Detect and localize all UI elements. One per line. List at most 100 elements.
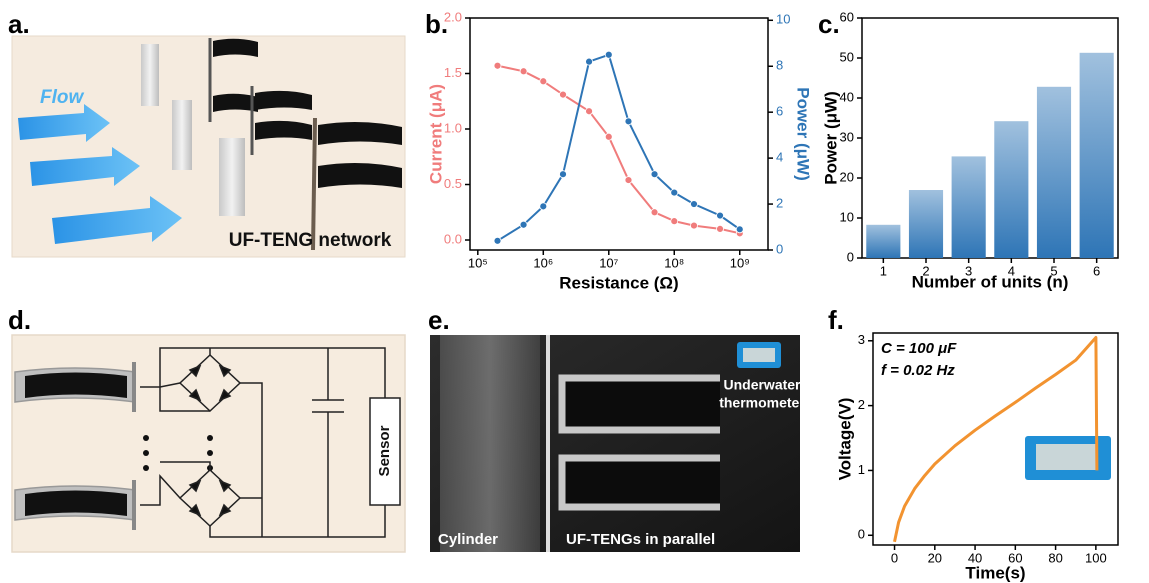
marker (540, 203, 547, 210)
x-tick-label: 100 (1085, 550, 1107, 565)
annotation: Underwater (723, 377, 801, 393)
x-tick-label: 10⁹ (730, 255, 750, 270)
x-tick-label: 20 (928, 550, 942, 565)
x-tick-label: 10⁶ (533, 255, 553, 270)
y2-tick-label: 8 (776, 58, 783, 73)
x-tick-label: 2 (922, 263, 929, 278)
x-tick-label: 4 (1008, 263, 1015, 278)
y-tick-label: 20 (840, 169, 854, 184)
bar (909, 190, 943, 258)
y2-tick-label: 10 (776, 12, 790, 27)
y-tick-label: 50 (840, 49, 854, 64)
y-axis-label: Voltage(V) (835, 398, 854, 481)
x-tick-label: 80 (1048, 550, 1062, 565)
panel-label: c. (818, 9, 840, 39)
flag (255, 121, 312, 140)
marker (625, 177, 632, 184)
annotation: thermometer (719, 395, 805, 411)
teng-frame (562, 458, 720, 507)
y-tick-label: 2.0 (444, 9, 462, 24)
flag (25, 373, 127, 399)
y-tick-label: 3 (858, 332, 865, 347)
x-tick-label: 3 (965, 263, 972, 278)
x-axis-label: Time(s) (965, 563, 1025, 582)
panel-d: d. Sensor (8, 305, 405, 552)
y2-tick-label: 0 (776, 241, 783, 256)
panel-a: a. Flow UF-TENG network (8, 9, 405, 257)
y-tick-label: 1.5 (444, 65, 462, 80)
y-axis-label: Current (μA) (426, 84, 445, 184)
marker (625, 118, 632, 125)
bar (866, 225, 900, 258)
figure: a. Flow UF-TENG network d. (0, 0, 1149, 583)
x-tick-label: 10⁵ (468, 255, 488, 270)
marker (671, 218, 678, 225)
marker (651, 209, 658, 216)
marker (690, 222, 697, 229)
y2-tick-label: 2 (776, 195, 783, 210)
thermometer-display (743, 348, 775, 362)
marker (605, 133, 612, 140)
y-axis-label: Power (μW) (821, 91, 840, 185)
marker (651, 171, 658, 178)
y-tick-label: 10 (840, 209, 854, 224)
annotation: C = 100 μF (881, 340, 957, 357)
panel-label: d. (8, 305, 31, 335)
panel-label: f. (828, 305, 844, 335)
series-line (498, 55, 740, 241)
marker (540, 78, 547, 85)
cylinder-photo (440, 335, 540, 552)
y-tick-label: 2 (858, 397, 865, 412)
y-tick-label: 1 (858, 462, 865, 477)
cylinder (219, 138, 245, 216)
x-tick-label: 0 (891, 550, 898, 565)
sensor-label: Sensor (376, 425, 393, 476)
annotation: UF-TENGs in parallel (566, 531, 715, 548)
marker (586, 58, 593, 65)
cylinder (141, 44, 159, 106)
y-tick-label: 0.5 (444, 176, 462, 191)
x-tick-label: 10⁸ (664, 255, 684, 270)
marker (494, 62, 501, 69)
marker (586, 108, 593, 115)
marker (560, 171, 567, 178)
y2-axis-label: Power (μW) (794, 87, 813, 181)
marker (520, 221, 527, 228)
marker (717, 225, 724, 232)
marker (671, 189, 678, 196)
x-tick-label: 6 (1093, 263, 1100, 278)
marker (690, 201, 697, 208)
teng-frame (562, 378, 720, 430)
chart: c. 0 10 20 30 40 50 60 Number of units (n) Power … (818, 9, 1118, 292)
marker (717, 212, 724, 219)
x-tick-label: 5 (1050, 263, 1057, 278)
flag (25, 491, 127, 517)
panel-label: a. (8, 9, 30, 39)
inset-display (1036, 444, 1098, 470)
y2-tick-label: 6 (776, 104, 783, 119)
caption: UF-TENG network (229, 230, 392, 251)
x-tick-label: 1 (880, 263, 887, 278)
x-axis-label: Resistance (Ω) (559, 273, 678, 292)
y-tick-label: 40 (840, 89, 854, 104)
panel-label: e. (428, 305, 450, 335)
cylinder (172, 100, 192, 170)
x-tick-label: 10⁷ (599, 255, 618, 270)
bar (1080, 53, 1114, 258)
flag (213, 39, 258, 57)
flag (255, 91, 312, 110)
y-tick-label: 0 (847, 249, 854, 264)
y-tick-label: 1.0 (444, 120, 462, 135)
x-axis-label: Number of units (n) (912, 272, 1069, 291)
y-tick-label: 0.0 (444, 231, 462, 246)
y-tick-label: 60 (840, 9, 854, 24)
bar (994, 121, 1028, 258)
flag (318, 163, 402, 188)
annotation: Cylinder (438, 531, 498, 548)
y-tick-label: 30 (840, 129, 854, 144)
marker (494, 237, 501, 244)
marker (560, 91, 567, 98)
panel-e: e. Underwater thermometer Cylinder UF-TE… (428, 305, 805, 552)
y2-tick-label: 4 (776, 150, 783, 165)
